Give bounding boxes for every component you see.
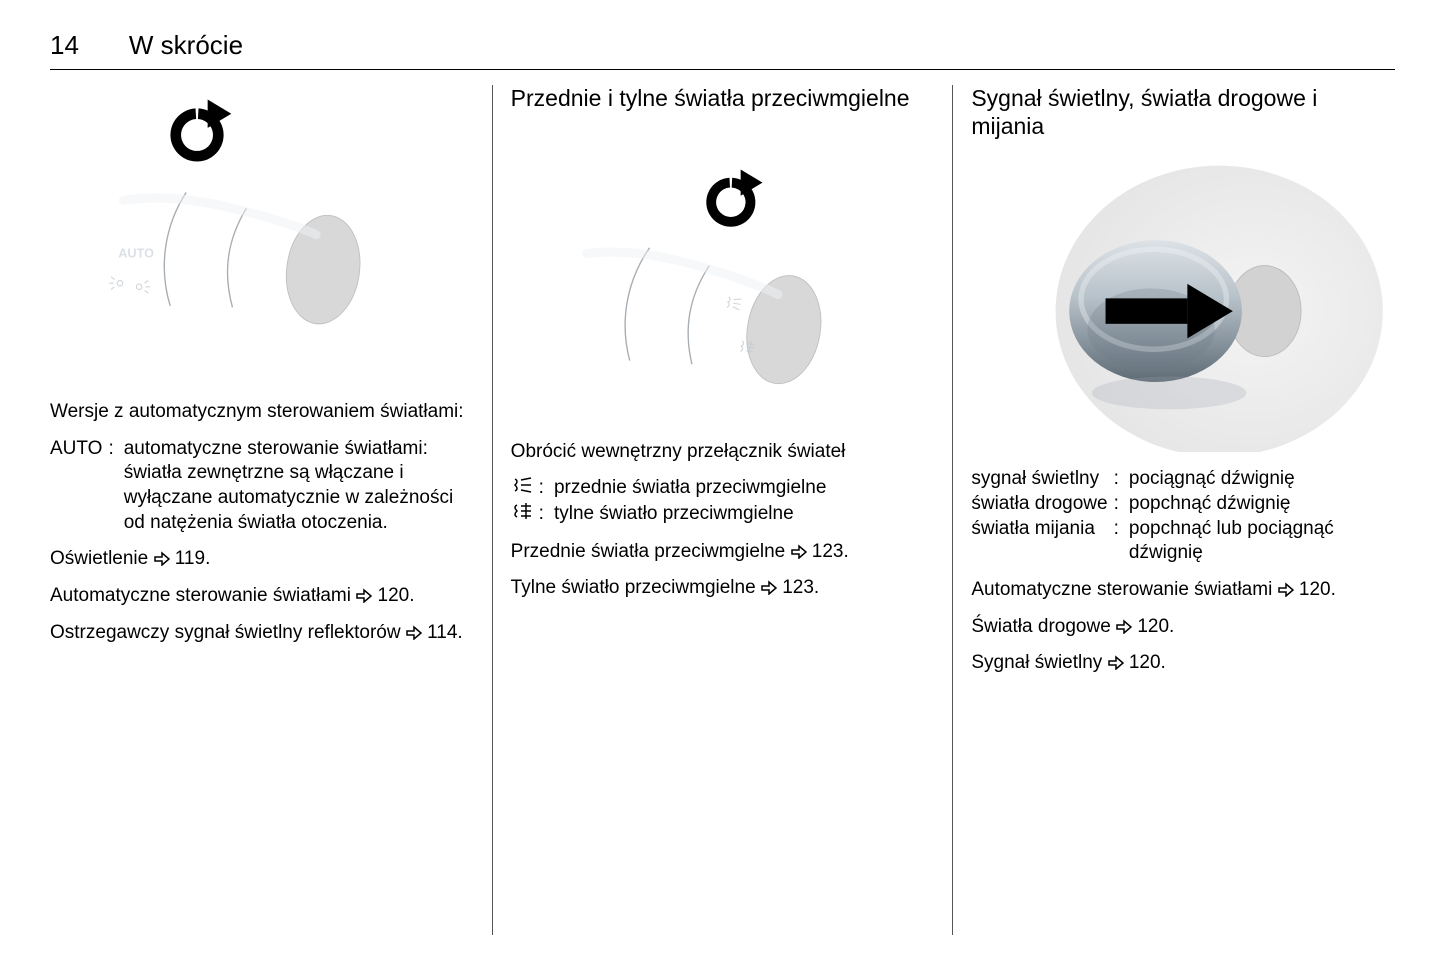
column-1: AUTO Wersje z automatycznym sterowaniem … xyxy=(50,85,493,935)
col1-xref-flash: Ostrzegawczy sygnał świetlny reflektorów… xyxy=(50,621,474,646)
col3-xref-high-beam: Światła drogowe 120. xyxy=(971,615,1395,640)
auto-desc: automatyczne sterowanie światłami: świat… xyxy=(124,437,474,536)
xref-arrow-icon xyxy=(154,550,170,566)
flash-desc: pociągnąć dźwignię xyxy=(1129,467,1395,492)
front-fog-desc: przednie światła przeciwmgielne xyxy=(554,476,826,502)
col1-xref-lighting: Oświetlenie 119. xyxy=(50,547,474,572)
page-number: 14 xyxy=(50,30,79,61)
col1-xref-auto: Automatyczne sterowanie światłami 120. xyxy=(50,584,474,609)
front-fog-icon xyxy=(511,476,539,502)
column-2: Przednie i tylne światła przeciwmgielne xyxy=(493,85,954,935)
rear-fog-desc: tylne światło przeciwmgielne xyxy=(554,502,826,528)
col3-xref-auto: Automatyczne sterowanie światłami 120. xyxy=(971,578,1395,603)
xref-arrow-icon xyxy=(791,543,807,559)
illustration-high-beam xyxy=(971,152,1395,452)
xref-arrow-icon xyxy=(1278,581,1294,597)
col3-xref-flash: Sygnał świetlny 120. xyxy=(971,651,1395,676)
low-beam-desc: popchnąć lub pociągnąć dźwignię xyxy=(1129,517,1395,566)
rear-fog-icon xyxy=(511,502,539,528)
illustration-auto-lights: AUTO xyxy=(50,85,474,385)
col1-intro: Wersje z automatycznym sterowaniem świat… xyxy=(50,400,474,425)
col2-xref-rear-fog: Tylne światło przeciwmgielne 123. xyxy=(511,576,935,601)
col3-heading: Sygnał świetlny, światła drogowe i mijan… xyxy=(971,85,1395,140)
xref-arrow-icon xyxy=(406,624,422,640)
high-beam-desc: popchnąć dźwignię xyxy=(1129,492,1395,517)
xref-arrow-icon xyxy=(1116,618,1132,634)
page-header: 14 W skrócie xyxy=(50,30,1395,70)
col3-beam-definitions: sygnał świetlny : pociągnąć dźwignię świ… xyxy=(971,467,1395,566)
xref-arrow-icon xyxy=(761,579,777,595)
illustration-fog-lights xyxy=(511,125,935,425)
column-3: Sygnał świetlny, światła drogowe i mijan… xyxy=(953,85,1395,935)
col1-auto-definition: AUTO : automatyczne sterowanie światłami… xyxy=(50,437,474,536)
col2-fog-definitions: : przednie światła przeciwmgielne : tyln… xyxy=(511,476,827,527)
flash-term: sygnał świetlny xyxy=(971,467,1113,492)
svg-text:AUTO: AUTO xyxy=(118,246,154,261)
auto-term: AUTO xyxy=(50,437,108,536)
content-columns: AUTO Wersje z automatycznym sterowaniem … xyxy=(50,85,1395,935)
chapter-title: W skrócie xyxy=(129,30,243,61)
col2-intro: Obrócić wewnętrzny przełącznik świateł xyxy=(511,440,935,465)
xref-arrow-icon xyxy=(356,587,372,603)
high-beam-term: światła drogowe xyxy=(971,492,1113,517)
col2-heading: Przednie i tylne światła przeciwmgielne xyxy=(511,85,935,113)
xref-arrow-icon xyxy=(1108,654,1124,670)
col2-xref-front-fog: Przednie światła przeciwmgielne 123. xyxy=(511,540,935,565)
low-beam-term: światła mijania xyxy=(971,517,1113,566)
